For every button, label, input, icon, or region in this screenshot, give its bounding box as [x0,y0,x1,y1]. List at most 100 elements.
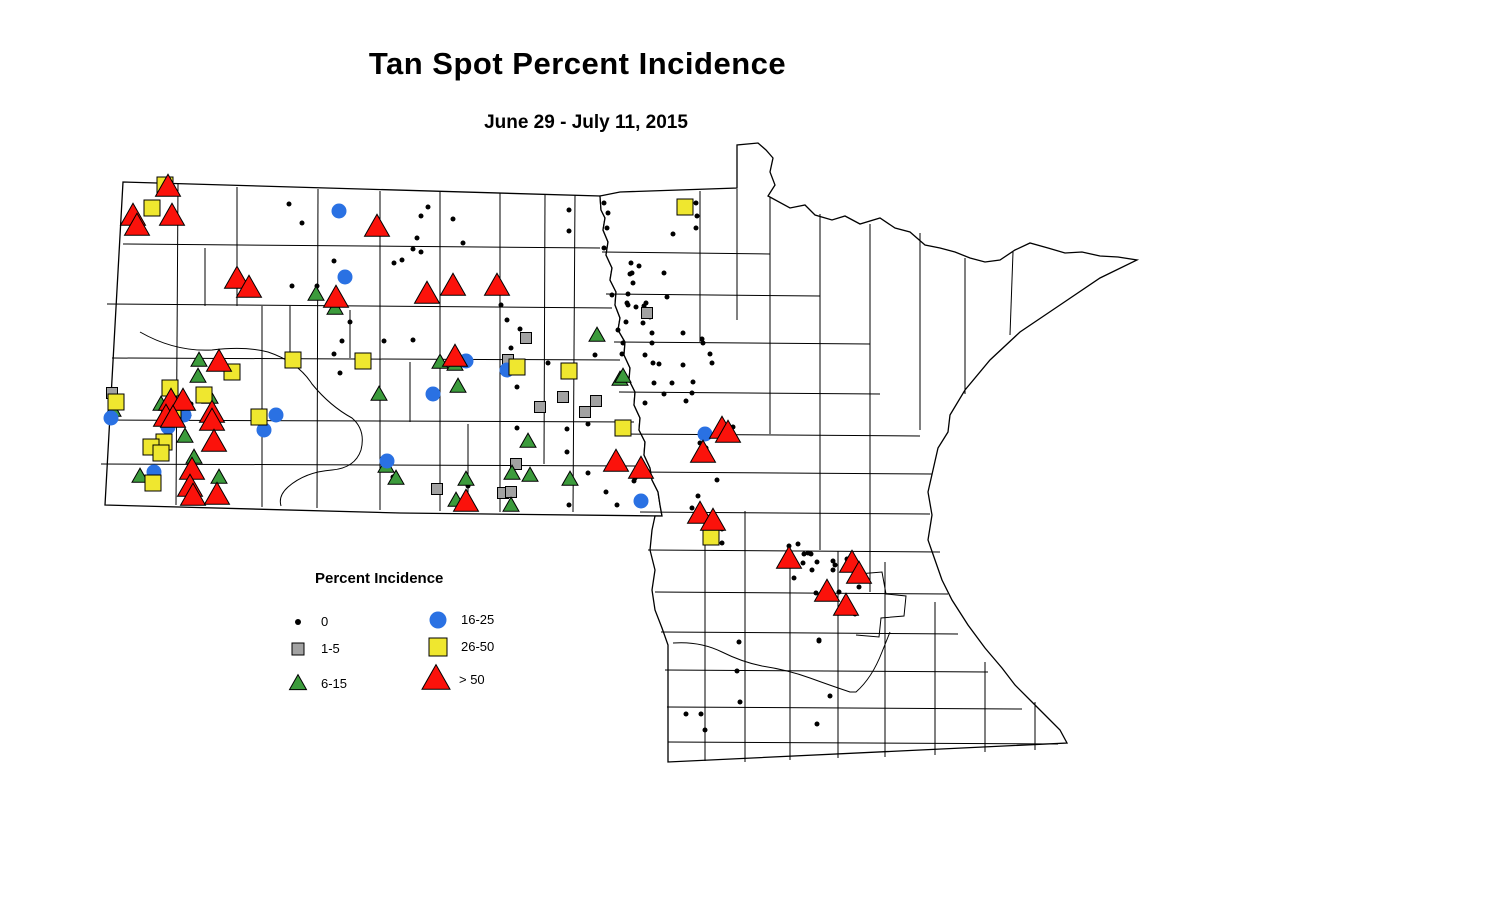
marker-triangle-50 [203,481,231,505]
marker-triangle-50 [775,545,803,569]
marker-dot-0 [801,551,807,557]
marker-triangle-615 [370,385,388,401]
marker-dot-0 [331,351,337,357]
legend-item-label: 16-25 [461,611,495,627]
marker-dot-0 [836,589,842,595]
marker-dot-0 [636,263,642,269]
marker-triangle-50 [483,272,511,296]
marker-dot-0 [814,721,820,727]
marker-triangle-50 [413,280,441,304]
marker-dot-0 [623,319,629,325]
marker-square-15 [505,486,517,498]
marker-dot-0 [564,449,570,455]
marker-circle-1625 [103,410,119,426]
marker-dot-0 [418,249,424,255]
marker-square-2650 [250,408,268,426]
marker-square-15 [520,332,532,344]
legend-item-label: 26-50 [461,638,495,654]
legend: Percent Incidence 0 1-5 6-15 16-25 26-50 > 50 [270,565,570,715]
marker-dot-0 [683,711,689,717]
county-boundary-line [660,631,959,635]
marker-dot-0 [514,425,520,431]
marker-dot-0 [628,260,634,266]
marker-dot-0 [680,362,686,368]
marker-dot-0 [690,379,696,385]
marker-dot-0 [693,225,699,231]
marker-dot-0 [619,351,625,357]
marker-dot-0 [615,327,621,333]
marker-dot-0 [830,558,836,564]
marker-dot-0 [604,225,610,231]
marker-dot-0 [693,200,699,206]
marker-dot-0 [625,291,631,297]
marker-triangle-50 [198,407,226,431]
marker-dot-0 [592,352,598,358]
county-boundary-line [106,303,613,309]
marker-triangle-50 [845,560,873,584]
map-title: Tan Spot Percent Incidence [368,46,787,81]
minnesota-outline [599,142,1140,763]
marker-dot-0 [650,360,656,366]
marker-triangle-50 [154,173,182,197]
marker-dot-0 [680,330,686,336]
marker-triangle-615 [588,326,606,342]
marker-dot-0 [460,240,466,246]
marker-square-15 [510,458,522,470]
marker-square-15 [431,483,443,495]
marker-dot-0 [800,560,806,566]
marker-triangle-50 [602,448,630,472]
legend-triangle-icon [288,673,308,691]
marker-triangle-615 [190,351,208,367]
marker-triangle-50 [179,482,207,506]
marker-dot-0 [450,216,456,222]
marker-dot-0 [656,361,662,367]
marker-dot-0 [498,302,504,308]
marker-dot-0 [734,668,740,674]
marker-triangle-50 [699,507,727,531]
marker-square-2650 [702,528,720,546]
county-boundary-line [672,631,891,693]
marker-dot-0 [418,213,424,219]
marker-circle-1625 [256,422,272,438]
marker-dot-0 [651,380,657,386]
marker-dot-0 [601,200,607,206]
county-base-map [100,142,1140,763]
marker-dot-0 [605,210,611,216]
marker-dot-0 [695,493,701,499]
marker-triangle-50 [714,419,742,443]
marker-triangle-615 [176,427,194,443]
marker-triangle-50 [322,284,350,308]
marker-triangle-50 [158,202,186,226]
marker-dot-0 [707,351,713,357]
marker-circle-1625 [697,426,713,442]
marker-dot-0 [702,727,708,733]
marker-triangle-615 [189,367,207,383]
marker-triangle-615 [519,432,537,448]
marker-dot-0 [347,319,353,325]
marker-dot-0 [630,280,636,286]
marker-triangle-615 [210,468,228,484]
legend-item-1625: 16-25 [421,603,494,635]
legend-item-label: 1-5 [321,640,340,656]
marker-dot-0 [664,294,670,300]
marker-dot-0 [856,584,862,590]
marker-triangle-615 [449,377,467,393]
marker-dot-0 [827,693,833,699]
marker-square-15 [534,401,546,413]
marker-dot-0 [508,345,514,351]
legend-item-615: 6-15 [281,667,347,699]
marker-dot-0 [714,477,720,483]
county-boundary-line [1009,251,1014,336]
marker-circle-1625 [331,203,347,219]
marker-dot-0 [795,541,801,547]
marker-dot-0 [661,391,667,397]
marker-dot-0 [689,390,695,396]
marker-square-2650 [676,198,694,216]
marker-square-2650 [354,352,372,370]
marker-triangle-615 [502,496,520,512]
marker-triangle-615 [521,466,539,482]
marker-circle-1625 [268,407,284,423]
marker-dot-0 [649,340,655,346]
marker-square-2650 [560,362,578,380]
